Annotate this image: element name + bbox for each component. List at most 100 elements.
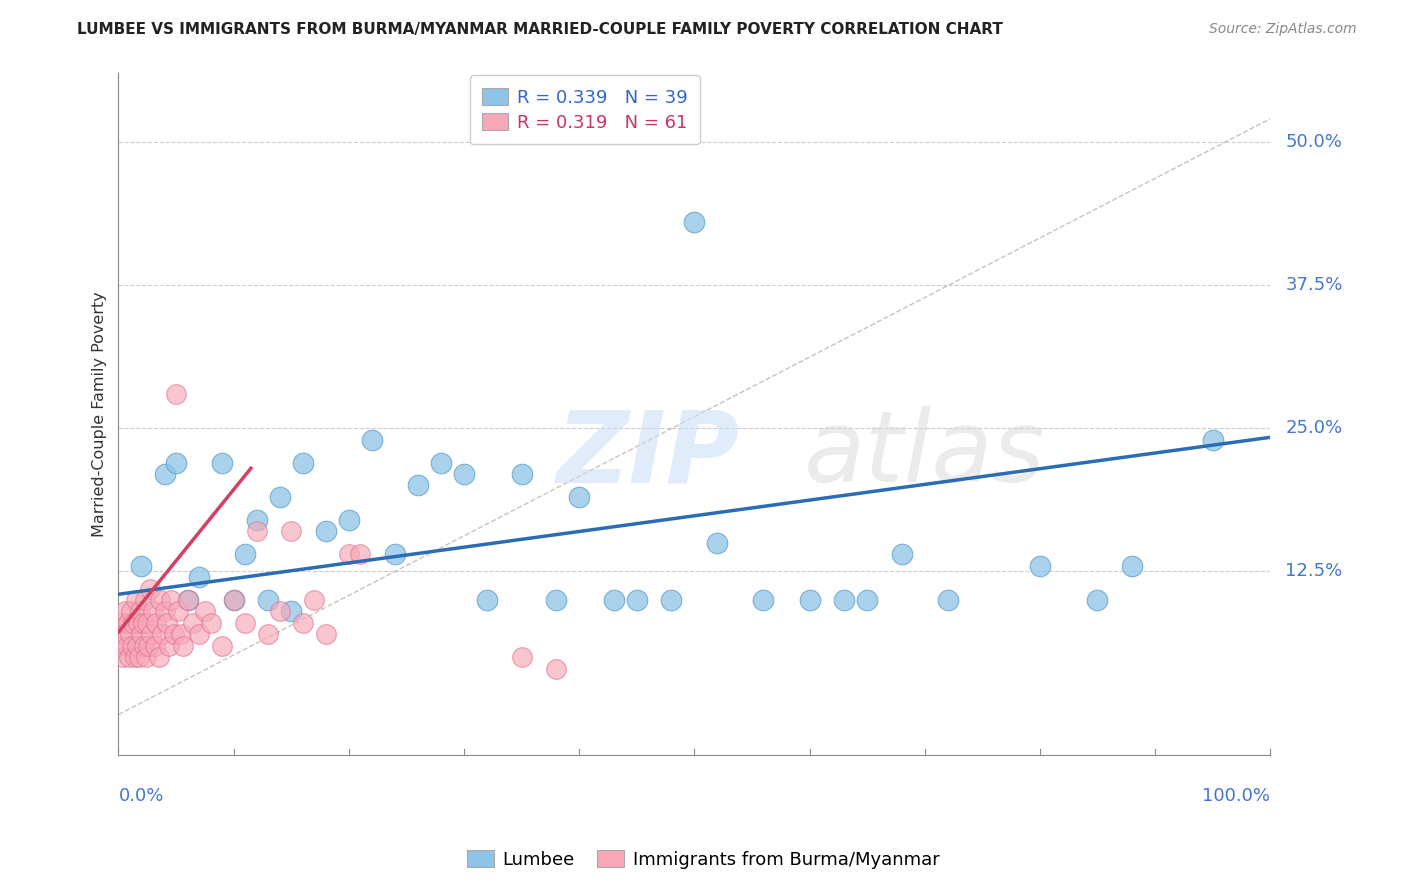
Point <box>172 639 194 653</box>
Point <box>257 627 280 641</box>
Point <box>200 615 222 630</box>
Point <box>131 627 153 641</box>
Text: ZIP: ZIP <box>557 406 740 503</box>
Point <box>111 615 134 630</box>
Point <box>138 639 160 653</box>
Point <box>145 615 167 630</box>
Point <box>114 604 136 618</box>
Point <box>153 467 176 481</box>
Point <box>156 615 179 630</box>
Point <box>120 604 142 618</box>
Point <box>304 593 326 607</box>
Point <box>602 593 624 607</box>
Point <box>169 627 191 641</box>
Point <box>1029 558 1052 573</box>
Point <box>211 456 233 470</box>
Point <box>1201 433 1223 447</box>
Point <box>280 524 302 539</box>
Text: atlas: atlas <box>804 406 1046 503</box>
Point <box>122 615 145 630</box>
Point <box>163 627 186 641</box>
Point <box>659 593 682 607</box>
Point <box>121 639 143 653</box>
Text: LUMBEE VS IMMIGRANTS FROM BURMA/MYANMAR MARRIED-COUPLE FAMILY POVERTY CORRELATIO: LUMBEE VS IMMIGRANTS FROM BURMA/MYANMAR … <box>77 22 1004 37</box>
Point <box>222 593 245 607</box>
Text: 25.0%: 25.0% <box>1285 419 1343 437</box>
Point <box>510 467 533 481</box>
Point <box>160 593 183 607</box>
Point <box>360 433 382 447</box>
Point <box>124 650 146 665</box>
Point <box>128 650 150 665</box>
Point <box>112 650 135 665</box>
Point <box>856 593 879 607</box>
Point <box>188 627 211 641</box>
Point <box>112 627 135 641</box>
Point <box>115 639 138 653</box>
Point <box>246 524 269 539</box>
Point <box>257 593 280 607</box>
Point <box>890 547 912 561</box>
Point <box>211 639 233 653</box>
Point <box>246 513 269 527</box>
Point <box>475 593 498 607</box>
Point <box>181 615 204 630</box>
Point <box>626 593 648 607</box>
Point <box>315 524 337 539</box>
Point <box>176 593 198 607</box>
Point <box>127 615 149 630</box>
Point <box>280 604 302 618</box>
Point <box>139 627 162 641</box>
Point <box>188 570 211 584</box>
Point <box>683 215 706 229</box>
Point <box>568 490 591 504</box>
Point <box>118 650 141 665</box>
Text: Source: ZipAtlas.com: Source: ZipAtlas.com <box>1209 22 1357 37</box>
Point <box>131 615 153 630</box>
Point <box>349 547 371 561</box>
Point <box>142 604 165 618</box>
Point <box>138 582 160 596</box>
Point <box>149 593 172 607</box>
Point <box>832 593 855 607</box>
Point <box>337 547 360 561</box>
Point <box>269 490 291 504</box>
Point <box>752 593 775 607</box>
Point <box>546 662 568 676</box>
Point <box>165 386 187 401</box>
Point <box>110 639 132 653</box>
Text: 37.5%: 37.5% <box>1285 276 1343 294</box>
Text: 50.0%: 50.0% <box>1285 133 1343 151</box>
Point <box>233 547 256 561</box>
Point <box>194 604 217 618</box>
Point <box>337 513 360 527</box>
Text: 12.5%: 12.5% <box>1285 562 1343 581</box>
Point <box>143 639 166 653</box>
Point <box>118 627 141 641</box>
Point <box>165 456 187 470</box>
Point <box>291 456 314 470</box>
Text: 100.0%: 100.0% <box>1202 788 1270 805</box>
Point <box>453 467 475 481</box>
Point <box>131 558 153 573</box>
Point <box>125 639 148 653</box>
Point <box>132 639 155 653</box>
Legend: R = 0.339   N = 39, R = 0.319   N = 61: R = 0.339 N = 39, R = 0.319 N = 61 <box>470 75 700 145</box>
Point <box>129 604 152 618</box>
Point <box>384 547 406 561</box>
Point <box>406 478 429 492</box>
Point <box>153 604 176 618</box>
Text: 0.0%: 0.0% <box>118 788 165 805</box>
Point <box>134 593 156 607</box>
Point <box>315 627 337 641</box>
Point <box>157 639 180 653</box>
Point <box>117 615 139 630</box>
Point <box>222 593 245 607</box>
Point <box>148 650 170 665</box>
Point <box>706 535 728 549</box>
Point <box>269 604 291 618</box>
Point <box>799 593 821 607</box>
Point <box>233 615 256 630</box>
Legend: Lumbee, Immigrants from Burma/Myanmar: Lumbee, Immigrants from Burma/Myanmar <box>460 843 946 876</box>
Point <box>1087 593 1109 607</box>
